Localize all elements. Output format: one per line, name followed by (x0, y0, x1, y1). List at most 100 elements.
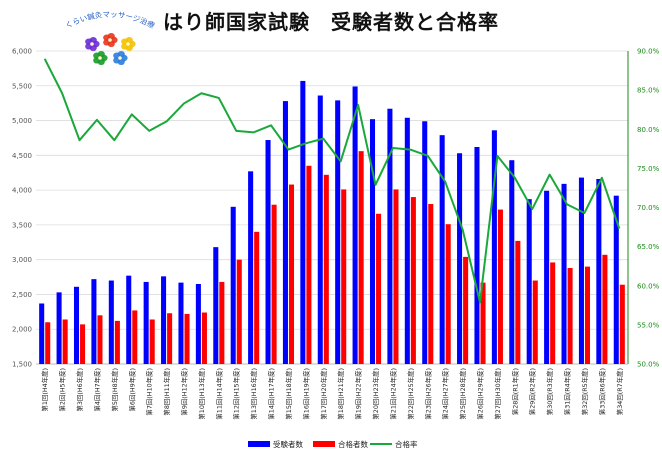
right-axis-tick: 90.0% (637, 48, 660, 56)
x-tick-label: 第33回(R6年度) (597, 368, 606, 415)
svg-text:ぷくらい鍼灸マッサージ治療院: ぷくらい鍼灸マッサージ治療院 (62, 8, 157, 30)
chart-title: はり師国家試験 受験者数と合格率 (163, 10, 499, 34)
x-tick-label: 第30回(R3年度) (545, 368, 554, 415)
x-tick-label: 第14回(H17年度) (267, 368, 276, 420)
left-axis-tick: 3,000 (12, 256, 32, 264)
x-tick-label: 第17回(H20年度) (319, 368, 328, 420)
left-axis-tick: 4,000 (12, 187, 32, 195)
legend-label-passers: 合格者数 (338, 439, 368, 449)
bar-passers (114, 320, 120, 364)
bar-examinees (56, 292, 62, 364)
bar-passers (201, 312, 207, 364)
bar-passers (393, 189, 399, 364)
bar-passers (184, 313, 190, 364)
x-tick-label: 第13回(H16年度) (249, 368, 258, 420)
left-axis-tick: 2,500 (12, 291, 32, 299)
bar-examinees (248, 171, 254, 364)
bar-passers (445, 224, 451, 364)
bar-passers (358, 151, 364, 364)
legend-swatch-passers (313, 441, 335, 447)
bar-examinees (108, 280, 114, 364)
bar-passers (376, 213, 382, 364)
x-tick-label: 第31回(R4年度) (563, 368, 572, 415)
left-axis-tick: 2,000 (12, 326, 32, 334)
bar-passers (236, 259, 242, 364)
bar-examinees (422, 121, 428, 364)
bar-examinees (457, 153, 463, 364)
bar-examinees (613, 195, 619, 364)
x-tick-label: 第1回(H4年度) (40, 368, 49, 412)
bar-passers (306, 165, 312, 364)
bar-passers (497, 209, 503, 364)
x-tick-label: 第34回(R7年度) (615, 368, 624, 415)
bar-passers (45, 322, 51, 364)
flower-center (90, 42, 94, 46)
bar-examinees (143, 281, 149, 364)
x-tick-label: 第22回(H25年度) (406, 368, 415, 420)
x-tick-label: 第29回(R2年度) (528, 368, 537, 415)
bar-examinees (39, 303, 45, 364)
bar-examinees (73, 286, 80, 364)
bar-passers (515, 240, 521, 364)
bar-passers (532, 280, 538, 364)
bar-passers (584, 266, 591, 364)
x-tick-label: 第6回(H9年度) (127, 368, 136, 412)
x-tick-label: 第20回(H23年度) (371, 368, 380, 420)
flower-center (118, 56, 122, 60)
bar-examinees (509, 160, 515, 364)
right-axis-tick: 85.0% (637, 87, 660, 95)
right-axis-tick: 55.0% (637, 321, 660, 329)
bar-examinees (195, 284, 201, 364)
bar-examinees (352, 86, 358, 365)
bar-passers (480, 282, 486, 364)
flower-petal (107, 33, 115, 40)
bar-examinees (578, 177, 584, 364)
bar-examinees (161, 276, 167, 364)
flower-petal (125, 37, 133, 44)
x-tick-label: 第25回(H28年度) (458, 368, 467, 420)
bar-examinees (369, 119, 376, 364)
left-axis-tick: 4,500 (12, 152, 32, 160)
flower-center (108, 38, 112, 42)
bar-examinees (213, 247, 219, 364)
bar-examinees (491, 130, 497, 364)
right-axis-tick: 80.0% (637, 126, 660, 134)
bar-examinees (265, 140, 271, 364)
clinic-logo: ぷくらい鍼灸マッサージ治療院 (62, 8, 157, 65)
x-tick-label: 第23回(H26年度) (423, 368, 432, 420)
left-axis-tick: 3,500 (12, 221, 32, 229)
x-tick-label: 第26回(H29年度) (476, 368, 485, 420)
flower-center (98, 56, 102, 60)
bar-passers (132, 310, 138, 364)
x-tick-label: 第16回(H19年度) (301, 368, 310, 420)
bar-passers (463, 256, 469, 364)
flower-center (126, 42, 130, 46)
x-tick-label: 第10回(H13年度) (197, 368, 206, 420)
rate-line (43, 58, 621, 304)
bar-examinees (544, 190, 550, 364)
bar-examinees (126, 275, 132, 364)
bar-passers (550, 262, 556, 364)
x-tick-label: 第24回(H27年度) (441, 368, 450, 420)
x-tick-label: 第8回(H11年度) (162, 368, 171, 416)
legend-swatch-examinees (248, 441, 270, 447)
legend-label-rate: 合格率 (395, 439, 418, 449)
flower-petal (89, 37, 97, 44)
x-tick-label: 第11回(H14年度) (214, 368, 223, 420)
bar-passers (341, 189, 347, 364)
bar-examinees (335, 100, 341, 364)
right-axis-tick: 60.0% (637, 282, 660, 290)
right-axis-tick: 75.0% (637, 165, 660, 173)
bar-examinees (561, 183, 567, 364)
left-axis-tick: 1,500 (12, 361, 32, 369)
right-axis-tick: 70.0% (637, 204, 660, 212)
bar-examinees (526, 199, 532, 364)
x-tick-label: 第5回(H8年度) (110, 368, 119, 412)
bar-examinees (178, 282, 184, 364)
x-tick-label: 第19回(H22年度) (354, 368, 363, 420)
flower-petal (97, 51, 105, 58)
bar-examinees (474, 146, 480, 364)
bar-examinees (387, 108, 393, 364)
flower-petal (117, 51, 125, 58)
